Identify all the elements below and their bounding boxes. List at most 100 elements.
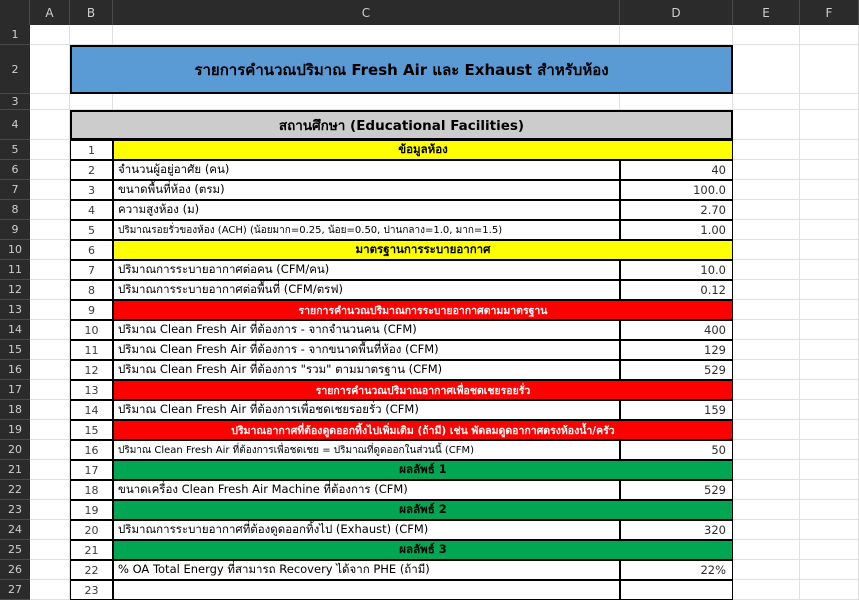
item-label-cell[interactable]: ปริมาณ Clean Fresh Air ที่ต้องการ - จากจ… — [113, 320, 620, 340]
cell-e1[interactable] — [733, 25, 800, 45]
item-value-cell[interactable]: 529 — [620, 360, 733, 380]
cell-column-f[interactable] — [800, 520, 859, 540]
column-header-d[interactable]: D — [620, 0, 733, 25]
row-header[interactable]: 13 — [0, 300, 30, 320]
row-header[interactable]: 9 — [0, 220, 30, 240]
item-number-cell[interactable]: 20 — [70, 520, 113, 540]
cell-column-e[interactable] — [733, 480, 800, 500]
cell-b1[interactable] — [70, 25, 113, 45]
cell-f2[interactable] — [800, 45, 859, 94]
cell-column-e[interactable] — [733, 360, 800, 380]
row-header[interactable]: 21 — [0, 460, 30, 480]
row-header[interactable]: 8 — [0, 200, 30, 220]
cell-d3[interactable] — [620, 94, 733, 110]
cell-column-a[interactable] — [30, 200, 70, 220]
cell-column-e[interactable] — [733, 200, 800, 220]
item-value-cell[interactable]: 400 — [620, 320, 733, 340]
item-label-cell[interactable]: % OA Total Energy ที่สามารถ Recovery ได้… — [113, 560, 620, 580]
cell-column-f[interactable] — [800, 160, 859, 180]
cell-column-f[interactable] — [800, 260, 859, 280]
item-label-cell[interactable]: ปริมาณ Clean Fresh Air ที่ต้องการเพื่อชด… — [113, 440, 620, 460]
row-header[interactable]: 18 — [0, 400, 30, 420]
cell-column-e[interactable] — [733, 220, 800, 240]
cell-column-a[interactable] — [30, 320, 70, 340]
cell-column-f[interactable] — [800, 580, 859, 600]
cell-column-f[interactable] — [800, 500, 859, 520]
item-label-cell[interactable] — [113, 580, 620, 600]
item-value-cell[interactable]: 100.0 — [620, 180, 733, 200]
cell-column-a[interactable] — [30, 340, 70, 360]
item-number-cell[interactable]: 13 — [70, 380, 113, 400]
row-header[interactable]: 17 — [0, 380, 30, 400]
cell-column-f[interactable] — [800, 400, 859, 420]
row-header[interactable]: 26 — [0, 560, 30, 580]
item-value-cell[interactable]: 159 — [620, 400, 733, 420]
cell-column-a[interactable] — [30, 140, 70, 160]
cell-b3[interactable] — [70, 94, 113, 110]
row-header[interactable]: 23 — [0, 500, 30, 520]
column-header-c[interactable]: C — [113, 0, 620, 25]
cell-c1[interactable] — [113, 25, 620, 45]
cell-f1[interactable] — [800, 25, 859, 45]
select-all-corner[interactable] — [0, 0, 30, 25]
column-header-f[interactable]: F — [800, 0, 859, 25]
cell-column-a[interactable] — [30, 420, 70, 440]
cell-column-f[interactable] — [800, 240, 859, 260]
cell-a2[interactable] — [30, 45, 70, 94]
cell-column-e[interactable] — [733, 340, 800, 360]
item-value-cell[interactable]: 22% — [620, 560, 733, 580]
row-header[interactable]: 1 — [0, 25, 30, 45]
cell-column-f[interactable] — [800, 440, 859, 460]
row-header[interactable]: 3 — [0, 94, 30, 110]
item-number-cell[interactable]: 7 — [70, 260, 113, 280]
cell-column-e[interactable] — [733, 420, 800, 440]
item-number-cell[interactable]: 15 — [70, 420, 113, 440]
item-label-cell[interactable]: ปริมาณ Clean Fresh Air ที่ต้องการเพื่อชด… — [113, 400, 620, 420]
row-header[interactable]: 12 — [0, 280, 30, 300]
item-number-cell[interactable]: 1 — [70, 140, 113, 160]
item-number-cell[interactable]: 11 — [70, 340, 113, 360]
cell-column-f[interactable] — [800, 540, 859, 560]
item-number-cell[interactable]: 6 — [70, 240, 113, 260]
cell-f3[interactable] — [800, 94, 859, 110]
row-header[interactable]: 20 — [0, 440, 30, 460]
cell-column-a[interactable] — [30, 260, 70, 280]
item-label-cell[interactable]: ขนาดเครื่อง Clean Fresh Air Machine ที่ต… — [113, 480, 620, 500]
cell-column-e[interactable] — [733, 380, 800, 400]
cell-column-e[interactable] — [733, 240, 800, 260]
item-label-cell[interactable]: ความสูงห้อง (ม) — [113, 200, 620, 220]
cell-column-a[interactable] — [30, 520, 70, 540]
cell-column-a[interactable] — [30, 180, 70, 200]
item-number-cell[interactable]: 4 — [70, 200, 113, 220]
cell-column-a[interactable] — [30, 480, 70, 500]
item-value-cell[interactable]: 50 — [620, 440, 733, 460]
cell-c3[interactable] — [113, 94, 620, 110]
cell-column-a[interactable] — [30, 460, 70, 480]
cell-column-a[interactable] — [30, 380, 70, 400]
cell-column-f[interactable] — [800, 300, 859, 320]
item-value-cell[interactable]: 0.12 — [620, 280, 733, 300]
cell-column-a[interactable] — [30, 540, 70, 560]
item-number-cell[interactable]: 14 — [70, 400, 113, 420]
cell-column-e[interactable] — [733, 440, 800, 460]
item-label-cell[interactable]: ปริมาณ Clean Fresh Air ที่ต้องการ "รวม" … — [113, 360, 620, 380]
row-header[interactable]: 24 — [0, 520, 30, 540]
cell-e4[interactable] — [733, 110, 800, 140]
item-value-cell[interactable]: 320 — [620, 520, 733, 540]
cell-a3[interactable] — [30, 94, 70, 110]
cell-f4[interactable] — [800, 110, 859, 140]
cell-column-f[interactable] — [800, 380, 859, 400]
row-header[interactable]: 10 — [0, 240, 30, 260]
row-header[interactable]: 6 — [0, 160, 30, 180]
cell-e3[interactable] — [733, 94, 800, 110]
item-number-cell[interactable]: 18 — [70, 480, 113, 500]
row-header[interactable]: 5 — [0, 140, 30, 160]
cell-column-e[interactable] — [733, 560, 800, 580]
item-value-cell[interactable]: 1.00 — [620, 220, 733, 240]
row-header[interactable]: 15 — [0, 340, 30, 360]
cell-column-e[interactable] — [733, 280, 800, 300]
cell-column-f[interactable] — [800, 200, 859, 220]
item-label-cell[interactable]: ปริมาณการระบายอากาศที่ต้องดูดออกทิ้งไป (… — [113, 520, 620, 540]
item-label-cell[interactable]: ปริมาณ Clean Fresh Air ที่ต้องการ - จากข… — [113, 340, 620, 360]
cell-column-a[interactable] — [30, 280, 70, 300]
